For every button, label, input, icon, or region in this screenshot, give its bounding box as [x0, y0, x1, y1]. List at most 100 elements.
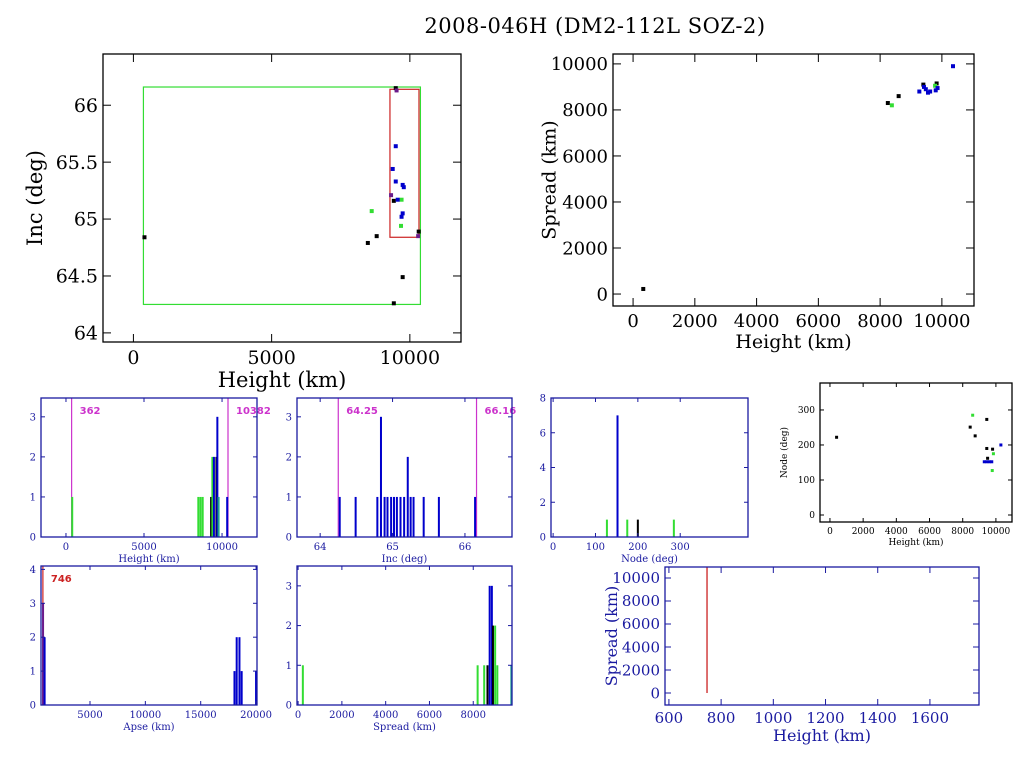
data-point	[374, 234, 379, 239]
histogram-bar	[216, 416, 219, 537]
y-tick-label: 300	[798, 406, 815, 416]
y-tick-label: 2	[540, 498, 546, 509]
data-point	[921, 84, 926, 89]
x-tick-label: 800	[707, 709, 736, 727]
y-tick-label: 200	[798, 441, 815, 451]
limit-label: 64.25	[346, 406, 378, 417]
y-tick-label: 3	[30, 412, 36, 423]
x-axis-label: Height (km)	[218, 368, 347, 392]
y-tick-label: 0	[597, 284, 608, 305]
plot-area	[71, 398, 229, 537]
plot-frame	[40, 397, 258, 538]
x-tick-label: 10000	[913, 311, 970, 332]
histogram-bar	[496, 665, 499, 705]
x-tick-label: 0	[63, 542, 69, 553]
data-point	[934, 81, 939, 86]
y-tick-label: 2	[286, 452, 292, 463]
x-tick-label: 6000	[795, 311, 841, 332]
histogram-bar	[406, 456, 409, 537]
x-tick-label: 4000	[373, 710, 398, 721]
x-tick-label: 5000	[77, 710, 102, 721]
data-point	[933, 83, 938, 88]
plot-frame	[550, 397, 749, 538]
plot-frame	[40, 565, 258, 706]
plot-frame	[664, 566, 980, 706]
data-point	[391, 198, 396, 203]
histogram-bar	[605, 519, 608, 537]
y-tick-label: 3	[30, 599, 36, 610]
data-point	[835, 435, 839, 439]
x-tick-label: 8000	[461, 710, 486, 721]
data-point	[933, 88, 938, 93]
x-tick-label: 600	[655, 709, 684, 727]
histogram-bar	[71, 496, 74, 537]
y-tick-label: 0	[809, 511, 815, 521]
y-tick-label: 0	[286, 533, 292, 544]
x-tick-label: 1400	[859, 709, 897, 727]
data-point	[985, 417, 989, 421]
histogram-bar	[488, 585, 491, 705]
histogram-bar	[399, 496, 402, 537]
y-tick-label: 2	[30, 633, 36, 644]
histogram-bar	[201, 496, 204, 537]
x-tick-label: 0	[627, 311, 638, 332]
data-point	[935, 86, 940, 91]
x-tick-label: 200	[628, 542, 647, 553]
y-tick-label: 1	[30, 667, 36, 678]
y-tick-label: 0	[650, 684, 660, 702]
x-tick-label: 4000	[885, 527, 908, 537]
histogram-bar	[626, 519, 629, 537]
y-tick-label: 100	[798, 476, 815, 486]
x-tick-label: 65	[386, 542, 399, 553]
y-tick-label: 6	[540, 428, 546, 439]
histogram-bar	[616, 415, 619, 537]
y-tick-label: 2	[286, 621, 292, 632]
data-point	[921, 82, 926, 87]
histogram-bar	[486, 665, 489, 705]
x-tick-label: 2000	[852, 527, 875, 537]
histogram-bar	[390, 496, 393, 537]
x-tick-label: 66	[459, 542, 472, 553]
plot-area	[42, 566, 257, 705]
x-axis-label: Apse (km)	[122, 722, 174, 733]
histogram-bar	[199, 496, 202, 537]
x-axis-label: Height (km)	[888, 537, 943, 548]
histogram-bar	[240, 671, 243, 705]
y-tick-label: 4	[540, 463, 546, 474]
data-point	[391, 301, 396, 306]
limit-label: 746	[51, 574, 72, 585]
data-point	[985, 446, 989, 450]
data-point	[389, 193, 394, 198]
data-point	[986, 456, 990, 460]
y-tick-label: 0	[540, 533, 546, 544]
data-point	[399, 214, 404, 219]
x-tick-label: 2000	[672, 311, 718, 332]
y-axis-label: Spread (km)	[602, 586, 621, 687]
y-tick-label: 2000	[562, 238, 608, 259]
data-point	[365, 240, 370, 245]
x-tick-label: 10000	[982, 527, 1011, 537]
plot-area	[142, 86, 422, 306]
data-point	[641, 286, 646, 291]
histogram-bar	[491, 625, 494, 705]
histogram-bar	[255, 671, 257, 705]
y-tick-label: 4000	[622, 638, 660, 656]
data-point	[369, 209, 374, 214]
limit-label: 66.16	[485, 406, 517, 417]
spread-hist-chart: 0 2000 4000 6000 8000 0 1 2 3 Spread (km)	[286, 565, 513, 733]
data-point	[400, 275, 405, 280]
x-tick-label: 6000	[918, 527, 941, 537]
data-point	[928, 89, 933, 94]
data-point	[393, 144, 398, 149]
node-hist-chart: 0 100 200 300 0 2 4 6 8 Node (deg)	[540, 394, 749, 565]
x-tick-label: 0	[295, 710, 301, 721]
data-point	[991, 452, 995, 456]
x-tick-label: 0	[827, 527, 833, 537]
data-point	[991, 447, 995, 451]
x-tick-label: 6000	[417, 710, 442, 721]
histogram-bar	[474, 496, 477, 537]
x-tick-label: 64	[314, 542, 327, 553]
data-point	[985, 460, 989, 464]
histogram-bar	[494, 625, 497, 705]
node-height-chart: 0 2000 4000 6000 8000 10000 0 100 200 300 Height (…	[779, 382, 1013, 548]
